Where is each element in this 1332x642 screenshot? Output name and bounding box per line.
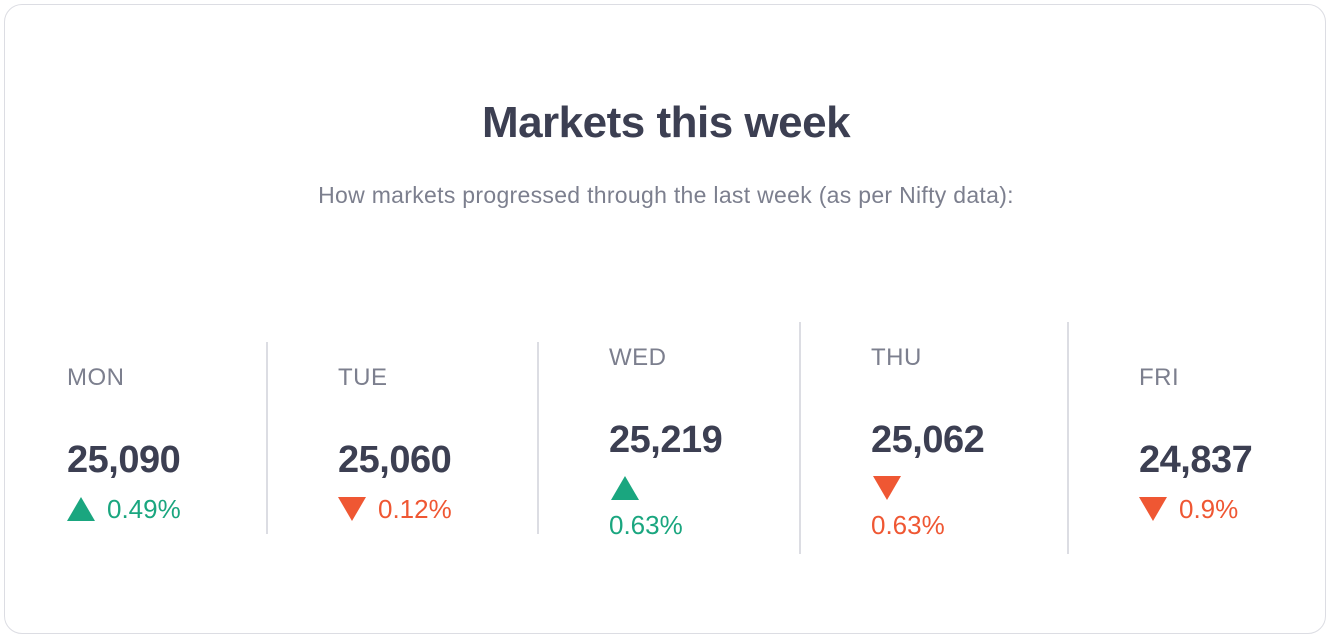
- change-percent: 0.63%: [871, 510, 945, 540]
- arrow-up-icon: [611, 476, 639, 500]
- market-summary-card: [4, 4, 1326, 634]
- arrow-down-icon: [338, 497, 366, 521]
- column-divider: [537, 342, 539, 534]
- change-row: 0.63%: [609, 476, 722, 540]
- column-divider: [1067, 322, 1069, 554]
- day-column-wed: WED 25,219 0.63%: [609, 344, 723, 540]
- day-label: MON: [67, 364, 125, 391]
- arrow-down-icon: [873, 476, 901, 500]
- day-column-tue: TUE 25,060 0.12%: [338, 364, 452, 524]
- index-value: 25,060: [338, 439, 452, 481]
- day-label: TUE: [338, 364, 388, 391]
- change-percent: 0.9%: [1179, 494, 1239, 524]
- index-value: 25,062: [871, 419, 985, 461]
- day-column-thu: THU 25,062 0.63%: [871, 344, 985, 540]
- day-label: THU: [871, 344, 922, 371]
- day-label: WED: [609, 344, 667, 371]
- day-label: FRI: [1139, 364, 1180, 391]
- index-value: 25,090: [67, 439, 181, 481]
- change-percent: 0.12%: [378, 494, 452, 524]
- arrow-up-icon: [67, 497, 95, 521]
- arrow-down-icon: [1139, 497, 1167, 521]
- card-title: Markets this week: [481, 98, 851, 147]
- index-value: 25,219: [609, 419, 723, 461]
- change-row: 0.9%: [1139, 494, 1252, 524]
- change-row: 0.63%: [871, 476, 984, 540]
- day-column-fri: FRI 24,837 0.9%: [1139, 364, 1253, 524]
- column-divider: [799, 322, 801, 554]
- change-row: 0.49%: [67, 494, 181, 524]
- change-percent: 0.63%: [609, 510, 683, 540]
- index-value: 24,837: [1139, 439, 1253, 481]
- card-subtitle: How markets progressed through the last …: [318, 182, 1014, 208]
- day-column-mon: MON 25,090 0.49%: [67, 364, 181, 524]
- change-row: 0.12%: [338, 494, 452, 524]
- change-percent: 0.49%: [107, 494, 181, 524]
- column-divider: [266, 342, 268, 534]
